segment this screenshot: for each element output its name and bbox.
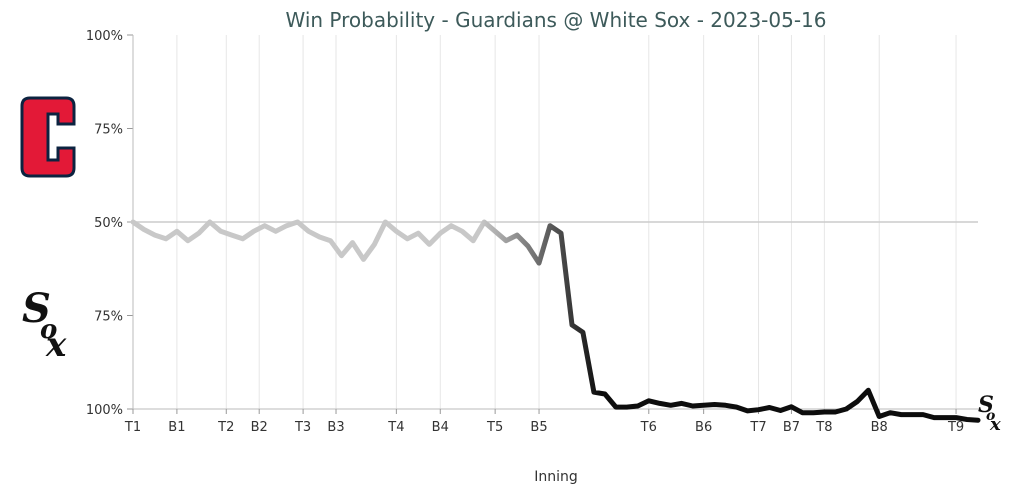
y-tick-label: 100% — [86, 29, 123, 44]
x-tick-label: T9 — [947, 420, 964, 435]
guardians-logo — [20, 96, 76, 178]
y-tick-label: 75% — [94, 123, 123, 138]
white-sox-logo: S o x — [22, 285, 67, 365]
x-tick-label: B4 — [432, 420, 449, 435]
svg-text:S: S — [22, 285, 51, 332]
x-tick-label: T1 — [124, 420, 141, 435]
x-tick-label: T4 — [387, 420, 404, 435]
white-sox-end-logo: S o x — [978, 392, 1001, 435]
axes: 100%75%50%75%100%T1 B1 T2 B2 T3 B3 T4 B4 T5 B5 T6 B… — [86, 29, 978, 435]
svg-text:x: x — [45, 325, 67, 365]
win-probability-line — [130, 219, 981, 423]
svg-text:o: o — [986, 408, 995, 424]
x-tick-label: B5 — [530, 420, 547, 435]
x-tick-label: T3 — [294, 420, 311, 435]
x-tick-label: B8 — [871, 420, 888, 435]
x-tick-label: T6 — [640, 420, 657, 435]
x-tick-label: B1 — [168, 420, 185, 435]
x-tick-label: T8 — [815, 420, 832, 435]
x-tick-label: B3 — [327, 420, 344, 435]
svg-text:x: x — [989, 414, 1001, 435]
x-tick-label: T5 — [486, 420, 503, 435]
gridlines — [132, 35, 978, 409]
x-tick-label: T2 — [217, 420, 234, 435]
x-tick-label: B2 — [251, 420, 268, 435]
x-axis-label: Inning — [534, 469, 578, 485]
chart-title: Win Probability - Guardians @ White Sox … — [285, 8, 827, 32]
y-tick-label: 50% — [94, 216, 123, 231]
svg-text:o: o — [40, 315, 57, 345]
x-tick-label: B6 — [695, 420, 712, 435]
x-tick-label: T7 — [749, 420, 766, 435]
y-tick-label: 75% — [94, 310, 123, 325]
x-tick-label: B7 — [783, 420, 800, 435]
svg-text:S: S — [978, 392, 994, 418]
y-tick-label: 100% — [86, 403, 123, 418]
